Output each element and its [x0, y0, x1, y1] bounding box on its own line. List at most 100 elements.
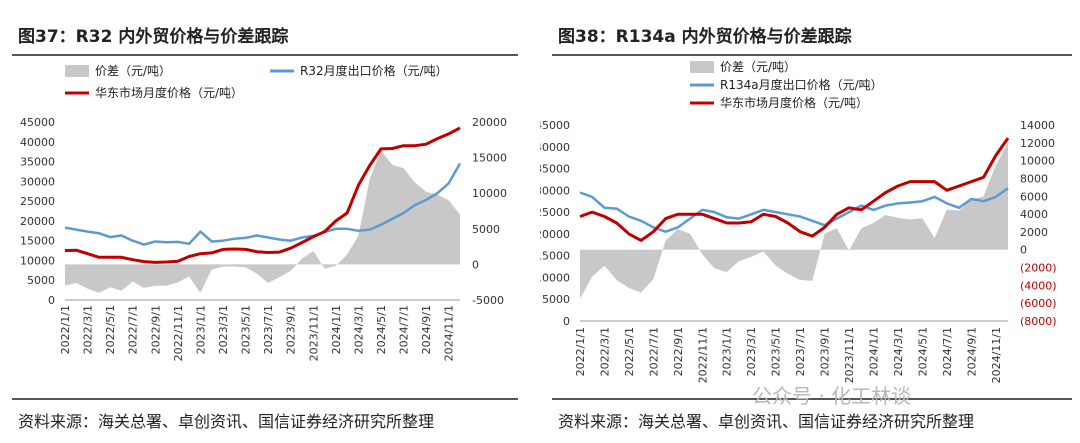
y-left-tick-label: 40000 [540, 141, 570, 154]
x-tick-label: 2022/1/1 [574, 327, 587, 376]
source-rule [552, 398, 1072, 400]
y-right-tick-label: 20000 [472, 116, 507, 129]
x-tick-label: 2022/11/1 [172, 305, 185, 361]
y-right-tick-label: -5000 [472, 294, 504, 307]
x-tick-label: 2024/5/1 [375, 305, 388, 354]
y-left-tick-label: 20000 [540, 228, 570, 241]
y-right-tick-label: 14000 [1020, 119, 1055, 132]
y-left-tick-label: 40000 [20, 136, 55, 149]
r134a-price-chart: 0500010000150002000025000300003500040000… [540, 60, 1057, 383]
x-tick-label: 2023/7/1 [794, 327, 807, 376]
x-tick-label: 2024/11/1 [443, 305, 456, 361]
y-right-tick-label: 5000 [472, 223, 500, 236]
title-rule [12, 54, 518, 56]
y-right-tick-label: 10000 [472, 187, 507, 200]
y-left-tick-label: 25000 [540, 206, 570, 219]
x-tick-label: 2023/11/1 [307, 305, 320, 361]
spread-area [580, 142, 1008, 299]
y-left-tick-label: 30000 [540, 184, 570, 197]
y-left-tick-label: 30000 [20, 175, 55, 188]
x-tick-label: 2022/9/1 [149, 305, 162, 354]
domestic-price-line [579, 137, 1010, 242]
y-right-tick-label: 4000 [1020, 208, 1048, 221]
x-tick-label: 2023/1/1 [194, 305, 207, 354]
x-tick-label: 2024/7/1 [398, 305, 411, 354]
y-left-tick-label: 15000 [540, 250, 570, 263]
export-price-line [579, 187, 1009, 233]
y-right-tick-label: 0 [1020, 244, 1027, 257]
y-right-tick-label: (8000) [1020, 315, 1057, 328]
title-rule [552, 54, 1072, 56]
x-tick-label: 2024/9/1 [420, 305, 433, 354]
x-tick-label: 2022/7/1 [127, 305, 140, 354]
x-tick-label: 2022/3/1 [598, 327, 611, 376]
x-tick-label: 2024/11/1 [990, 327, 1003, 383]
x-tick-label: 2022/5/1 [623, 327, 636, 376]
y-left-tick-label: 35000 [540, 163, 570, 176]
spread-area [65, 150, 460, 293]
y-left-tick-label: 10000 [20, 254, 55, 267]
y-left-tick-label: 10000 [540, 271, 570, 284]
source-note: 资料来源：海关总署、卓创资讯、国信证券经济研究所整理 [558, 412, 975, 431]
watermark-text: 公众号 · 化工林谈 [752, 384, 912, 408]
x-tick-label: 2023/1/1 [721, 327, 734, 376]
x-tick-label: 2023/5/1 [770, 327, 783, 376]
x-tick-label: 2023/3/1 [217, 305, 230, 354]
y-left-tick-label: 20000 [20, 215, 55, 228]
x-tick-label: 2024/5/1 [916, 327, 929, 376]
r32-price-chart: 0 5000 10000 15000 20000 25000 30000 35000 40000… [20, 63, 507, 361]
y-left-tick-label: 0 [48, 294, 55, 307]
legend-entry: 华东市场月度价格（元/吨） [95, 85, 243, 100]
source-rule [12, 398, 518, 400]
x-tick-label: 2022/3/1 [82, 305, 95, 354]
chart-title: 图38：R134a 内外贸价格与价差跟踪 [558, 27, 852, 47]
x-tick-label: 2022/9/1 [672, 327, 685, 376]
y-right-tick-label: 8000 [1020, 172, 1048, 185]
y-left-tick-label: 45000 [540, 119, 570, 132]
x-tick-label: 2023/5/1 [240, 305, 253, 354]
legend-entry: 价差（元/吨） [720, 60, 796, 74]
legend-entry: R32月度出口价格（元/吨） [300, 63, 448, 78]
y-left-tick-label: 0 [563, 315, 570, 328]
x-tick-label: 2024/3/1 [892, 327, 905, 376]
y-left-tick-label: 5000 [542, 293, 570, 306]
legend-entry: 价差（元/吨） [95, 64, 171, 78]
domestic-price-line [64, 126, 461, 264]
y-right-tick-label: 10000 [1020, 155, 1055, 168]
y-left-tick-label: 35000 [20, 156, 55, 169]
y-left-tick-label: 5000 [27, 274, 55, 287]
legend-swatch-area [65, 65, 89, 77]
legend-entry: 华东市场月度价格（元/吨） [720, 95, 868, 110]
y-right-tick-label: 15000 [472, 152, 507, 165]
x-tick-label: 2022/5/1 [104, 305, 117, 354]
x-tick-label: 2022/11/1 [696, 327, 709, 383]
x-tick-label: 2024/3/1 [352, 305, 365, 354]
y-left-tick-label: 45000 [20, 116, 55, 129]
y-left-tick-label: 15000 [20, 235, 55, 248]
x-tick-label: 2024/7/1 [941, 327, 954, 376]
chart-panel-r134a: 图38：R134a 内外贸价格与价差跟踪 0 5000 10000 15000 2000… [540, 0, 1080, 443]
x-tick-label: 2024/9/1 [965, 327, 978, 376]
export-price-line [64, 162, 462, 246]
x-tick-label: 2023/9/1 [285, 305, 298, 354]
chart-title: 图37：R32 内外贸价格与价差跟踪 [18, 27, 289, 47]
x-tick-label: 2024/1/1 [867, 327, 880, 376]
x-tick-label: 2023/9/1 [819, 327, 832, 376]
source-note: 资料来源：海关总署、卓创资讯、国信证券经济研究所整理 [18, 412, 435, 431]
y-right-tick-label: 2000 [1020, 226, 1048, 239]
y-right-tick-label: 12000 [1020, 137, 1055, 150]
legend-entry: R134a月度出口价格（元/吨） [720, 77, 883, 92]
y-right-tick-label: 6000 [1020, 190, 1048, 203]
chart-panel-r32: 图37：R32 内外贸价格与价差跟踪 0 5000 10000 15000 20000 2… [0, 0, 528, 443]
x-tick-label: 2023/11/1 [843, 327, 856, 383]
x-tick-label: 2022/7/1 [647, 327, 660, 376]
y-right-tick-label: (4000) [1020, 279, 1057, 292]
x-tick-label: 2022/1/1 [59, 305, 72, 354]
y-left-tick-label: 25000 [20, 195, 55, 208]
y-right-tick-label: (6000) [1020, 297, 1057, 310]
x-tick-label: 2023/7/1 [262, 305, 275, 354]
x-tick-label: 2024/1/1 [330, 305, 343, 354]
x-tick-label: 2023/3/1 [745, 327, 758, 376]
legend-swatch-area [690, 61, 714, 73]
y-right-tick-label: (2000) [1020, 262, 1057, 275]
